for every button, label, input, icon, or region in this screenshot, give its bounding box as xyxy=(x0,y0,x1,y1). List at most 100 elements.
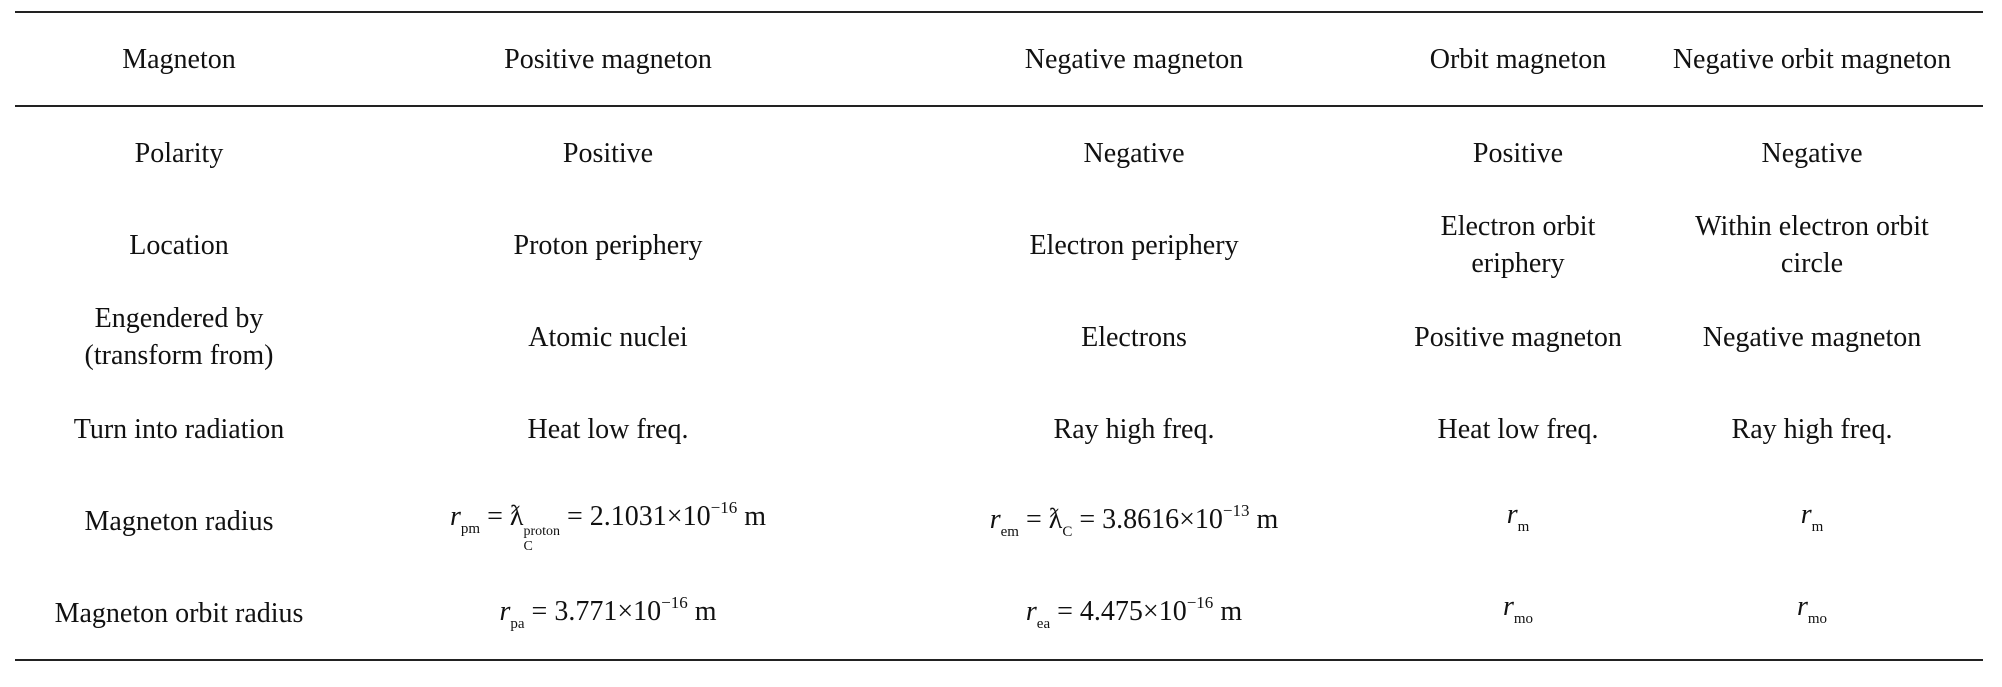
cell-text: Positive xyxy=(562,137,654,169)
superscript: −16 xyxy=(1186,592,1214,612)
table-cell: rmo xyxy=(1641,567,1983,660)
variable: r xyxy=(1506,499,1518,530)
cell-line: Engendered by xyxy=(94,303,264,334)
cell-text: Positive magneton xyxy=(1414,321,1622,353)
cell-text: Proton periphery xyxy=(513,229,703,261)
table-cell: rpa = 3.771×10−16 m xyxy=(343,567,873,660)
cell-line: eriphery xyxy=(1471,248,1565,279)
table-row: Turn into radiation Heat low freq. Ray hig… xyxy=(15,383,1983,475)
table-cell: Heat low freq. xyxy=(343,383,873,475)
table-cell: Engendered by (transform from) xyxy=(15,291,343,383)
superscript: −16 xyxy=(661,592,688,612)
formula-text: = 3.8616×10 xyxy=(1072,503,1223,535)
table-row: Engendered by (transform from) Atomic nucl… xyxy=(15,291,1983,383)
table-cell: Proton periphery xyxy=(343,199,873,291)
cell-text: Positive magneton xyxy=(504,43,712,75)
cell-text: Negative xyxy=(1761,137,1863,169)
formula-text: = ƛ xyxy=(480,500,524,532)
variable: r xyxy=(450,500,461,532)
cell-text: Negative xyxy=(1083,137,1185,169)
header-cell: Magneton xyxy=(15,12,343,106)
table-cell: Electron orbit eriphery xyxy=(1395,199,1641,291)
cell-text: Orbit magneton xyxy=(1429,43,1607,75)
formula-text: = 2.1031×10 xyxy=(560,500,711,532)
subscript: m xyxy=(1517,519,1530,535)
table-cell: Positive xyxy=(343,106,873,199)
header-cell: Negative magneton xyxy=(873,12,1395,106)
subscript: pm xyxy=(460,520,481,537)
formula-text: m xyxy=(687,595,717,627)
table-cell: Electron periphery xyxy=(873,199,1395,291)
table-cell: Positive xyxy=(1395,106,1641,199)
table-cell: Electrons xyxy=(873,291,1395,383)
cell-text: Atomic nuclei xyxy=(528,321,688,353)
table-cell: Atomic nuclei xyxy=(343,291,873,383)
table-cell: Polarity xyxy=(15,106,343,199)
table-cell: Ray high freq. xyxy=(873,383,1395,475)
formula-text: = ƛ xyxy=(1018,503,1063,535)
cell-text: Magneton xyxy=(122,43,236,75)
superscript: −16 xyxy=(710,497,738,517)
cell-text: Electrons xyxy=(1081,321,1187,353)
cell-line: (transform from) xyxy=(84,340,274,371)
subscript: C xyxy=(1062,523,1073,540)
table-row: Polarity Positive Negative Positive Negative xyxy=(15,106,1983,199)
table-cell: rm xyxy=(1395,475,1641,567)
table-cell: Magneton radius xyxy=(15,475,343,567)
header-row: Magneton Positive magneton Negative magnet… xyxy=(15,12,1983,106)
formula-text: m xyxy=(737,500,766,532)
cell-text: Heat low freq. xyxy=(527,413,689,445)
table-row: Location Proton periphery Electron periphe… xyxy=(15,199,1983,291)
table-cell: Turn into radiation xyxy=(15,383,343,475)
formula-text: m xyxy=(1249,503,1279,535)
superscript: −13 xyxy=(1222,500,1250,520)
cell-text: Electron periphery xyxy=(1029,229,1239,261)
variable: r xyxy=(1800,499,1812,530)
subscript: C xyxy=(523,538,533,554)
cell-text: Positive xyxy=(1472,137,1564,169)
formula-text: m xyxy=(1213,595,1243,627)
cell-line: Electron orbit xyxy=(1440,211,1596,242)
subscript: pa xyxy=(510,615,525,632)
cell-text: Turn into radiation xyxy=(73,413,285,445)
table-cell: rem = ƛC = 3.8616×10−13 m xyxy=(873,475,1395,567)
table-header: Magneton Positive magneton Negative magnet… xyxy=(15,12,1983,106)
variable: r xyxy=(1025,595,1037,627)
cell-text: Magneton orbit radius xyxy=(54,597,304,629)
cell-line: Within electron orbit xyxy=(1695,211,1929,242)
cell-text: Magneton radius xyxy=(84,505,274,537)
cell-text: Polarity xyxy=(134,137,224,169)
table-cell: Negative magneton xyxy=(1641,291,1983,383)
cell-text: Location xyxy=(129,229,229,261)
subscript: mo xyxy=(1807,611,1828,627)
table-cell: rmo xyxy=(1395,567,1641,660)
table-cell: Magneton orbit radius xyxy=(15,567,343,660)
table-cell: Ray high freq. xyxy=(1641,383,1983,475)
subscript: mo xyxy=(1513,611,1534,627)
table-cell: Positive magneton xyxy=(1395,291,1641,383)
table-body: Polarity Positive Negative Positive Negative… xyxy=(15,106,1983,660)
table-cell: rm xyxy=(1641,475,1983,567)
data-table: Magneton Positive magneton Negative magnet… xyxy=(15,11,1983,661)
variable: r xyxy=(499,595,511,627)
header-cell: Positive magneton xyxy=(343,12,873,106)
table-cell: rea = 4.475×10−16 m xyxy=(873,567,1395,660)
subscript: em xyxy=(1000,523,1019,540)
table-cell: Negative xyxy=(873,106,1395,199)
formula-text: = 4.475×10 xyxy=(1050,595,1187,627)
cell-text: Heat low freq. xyxy=(1437,413,1599,445)
cell-text: Ray high freq. xyxy=(1053,413,1215,445)
variable: r xyxy=(1796,591,1808,622)
cell-text: Ray high freq. xyxy=(1731,413,1893,445)
table-cell: Negative xyxy=(1641,106,1983,199)
cell-text: Negative magneton xyxy=(1702,321,1922,353)
subscript: m xyxy=(1811,519,1824,535)
cell-text: Negative orbit magneton xyxy=(1672,43,1952,75)
variable: r xyxy=(1502,591,1514,622)
table-row: Magneton orbit radius rpa = 3.771×10−16 m… xyxy=(15,567,1983,660)
superscript: proton xyxy=(523,523,561,539)
